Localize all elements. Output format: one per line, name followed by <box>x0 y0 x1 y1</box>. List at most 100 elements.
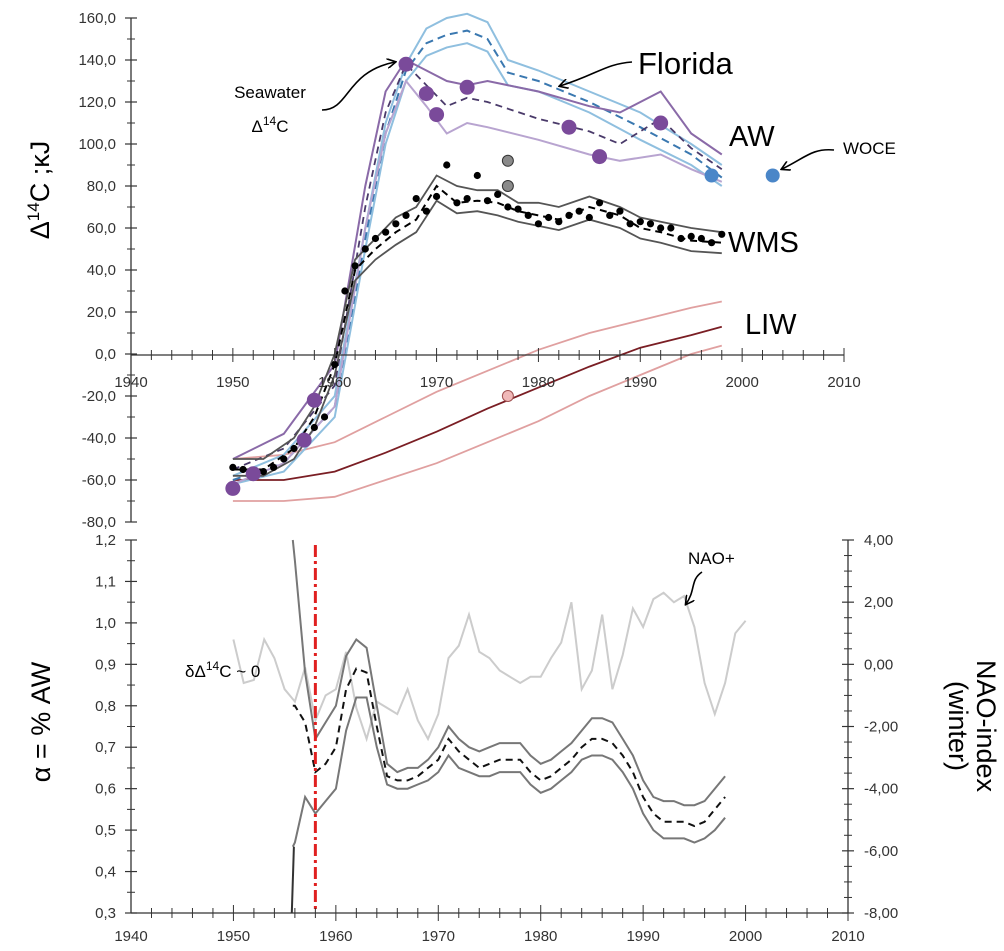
wms-point <box>392 220 400 228</box>
wms-point <box>565 211 573 219</box>
wms-mean-line <box>232 184 722 471</box>
wms-point <box>320 413 329 421</box>
wms-point <box>595 199 604 207</box>
wms-point <box>371 234 380 243</box>
top-x-tick-label: 1980 <box>522 374 555 391</box>
top-x-tick-label: 1960 <box>318 374 351 391</box>
wms-point <box>280 455 288 463</box>
wms-point <box>453 199 461 207</box>
bottom-x-tick-label: 1990 <box>626 928 659 945</box>
wms-point <box>361 245 369 253</box>
wms-point <box>351 262 359 270</box>
nao-plus-label: NAO+ <box>688 549 735 568</box>
wms-point <box>646 220 655 228</box>
wms-label: WMS <box>728 227 799 259</box>
wms-point <box>616 207 624 215</box>
wms-point <box>667 224 675 232</box>
wms-point <box>657 224 665 232</box>
nao-y-tick-label: -6,00 <box>864 843 898 860</box>
nao-index-line <box>232 591 747 743</box>
top-x-tick-label: 2010 <box>827 374 860 391</box>
wms-grey-point <box>501 154 514 167</box>
bottom-y-tick-label: 0,3 <box>95 905 116 922</box>
aw-point <box>429 107 445 123</box>
aw-label: AW <box>729 121 775 153</box>
bottom-x-tick-label: 2010 <box>831 928 864 945</box>
delta-zero-label: δΔ14C ~ 0 <box>185 659 260 681</box>
wms-point <box>443 161 451 169</box>
liw-point <box>501 390 514 402</box>
aw-point <box>592 149 608 165</box>
wms-point <box>626 220 634 228</box>
aw-point <box>398 56 414 72</box>
woce-label: WOCE <box>843 139 896 158</box>
bottom-x-tick-label: 1960 <box>319 928 352 945</box>
wms-point <box>259 468 268 476</box>
wms-point <box>239 465 247 474</box>
bottom-x-tick-label: 1950 <box>217 928 250 945</box>
liw-upper-line <box>232 300 722 460</box>
wms-point <box>697 234 706 243</box>
bottom-y-tick-label: 0,5 <box>95 822 116 839</box>
wms-point <box>524 211 532 219</box>
top-series-layer <box>225 12 780 502</box>
aw-upper-line <box>232 58 723 460</box>
bottom-chart: 1,2 1,1 1,0 0,9 0,8 0,7 0,6 0,5 0,4 0,3 4,00 2,00 0,… <box>26 532 1001 945</box>
wms-point <box>687 232 695 240</box>
wms-point <box>606 211 614 219</box>
wms-point <box>229 463 237 471</box>
aw-lower-line <box>232 79 723 486</box>
liw-label: LIW <box>745 309 797 341</box>
florida-lower-line <box>232 42 723 486</box>
florida-label: Florida <box>638 46 734 81</box>
wms-grey-point <box>501 180 514 192</box>
wms-point <box>534 220 543 228</box>
wms-point <box>310 423 318 432</box>
top-x-tick-label: 1950 <box>216 374 249 391</box>
wms-point <box>718 230 726 238</box>
wms-point <box>402 211 410 219</box>
top-axis-ticks: 160,0 140,0 120,0 100,0 80,0 60,0 40,0 20,0 0,0 -… <box>78 10 860 531</box>
top-y-tick-label: 40,0 <box>87 262 116 279</box>
wms-point <box>545 213 553 222</box>
bottom-y-tick-label: 0,7 <box>95 739 116 756</box>
bottom-y-tick-label: 0,4 <box>95 864 116 881</box>
nao-plus-arrow <box>686 571 703 604</box>
nao-y-tick-label: -8,00 <box>864 905 898 922</box>
nao-y-tick-label: 2,00 <box>864 594 893 611</box>
nao-y-tick-label: -2,00 <box>864 719 898 736</box>
aw-point <box>245 466 261 482</box>
liw-lower-line <box>232 344 723 502</box>
top-y-axis-label: Δ14C ;κJ <box>24 141 55 239</box>
alpha-mean-line <box>292 667 726 828</box>
wms-point <box>473 171 481 180</box>
florida-arrow <box>560 61 633 86</box>
wms-point <box>341 287 349 295</box>
bottom-y-tick-label: 1,2 <box>95 532 116 549</box>
top-x-tick-label: 1990 <box>624 374 657 391</box>
wms-point <box>504 203 512 211</box>
top-y-tick-label: -80,0 <box>82 514 116 531</box>
woce-arrow <box>782 148 835 169</box>
aw-point <box>225 480 241 496</box>
seawater-label: Seawater <box>234 83 306 102</box>
aw-point <box>459 79 475 95</box>
woce-point <box>765 168 780 183</box>
top-y-tick-label: -60,0 <box>82 472 116 489</box>
nao-y-tick-label: -4,00 <box>864 781 898 798</box>
wms-point <box>494 190 502 198</box>
alpha-spike-line <box>290 846 295 914</box>
alpha-lower-line <box>291 696 726 848</box>
wms-point <box>422 207 430 215</box>
liw-mean-line <box>232 325 723 481</box>
bottom-y-axis-label: α = % AW <box>26 661 56 782</box>
seawater-arrow <box>321 62 395 111</box>
wms-point <box>331 360 339 369</box>
top-y-tick-label: 60,0 <box>87 220 116 237</box>
bottom-y-tick-label: 0,8 <box>95 698 116 715</box>
wms-point <box>463 195 471 203</box>
aw-point <box>296 432 312 448</box>
top-y-tick-label: 80,0 <box>87 178 116 195</box>
wms-point <box>555 218 563 226</box>
top-y-tick-label: 20,0 <box>87 304 116 321</box>
